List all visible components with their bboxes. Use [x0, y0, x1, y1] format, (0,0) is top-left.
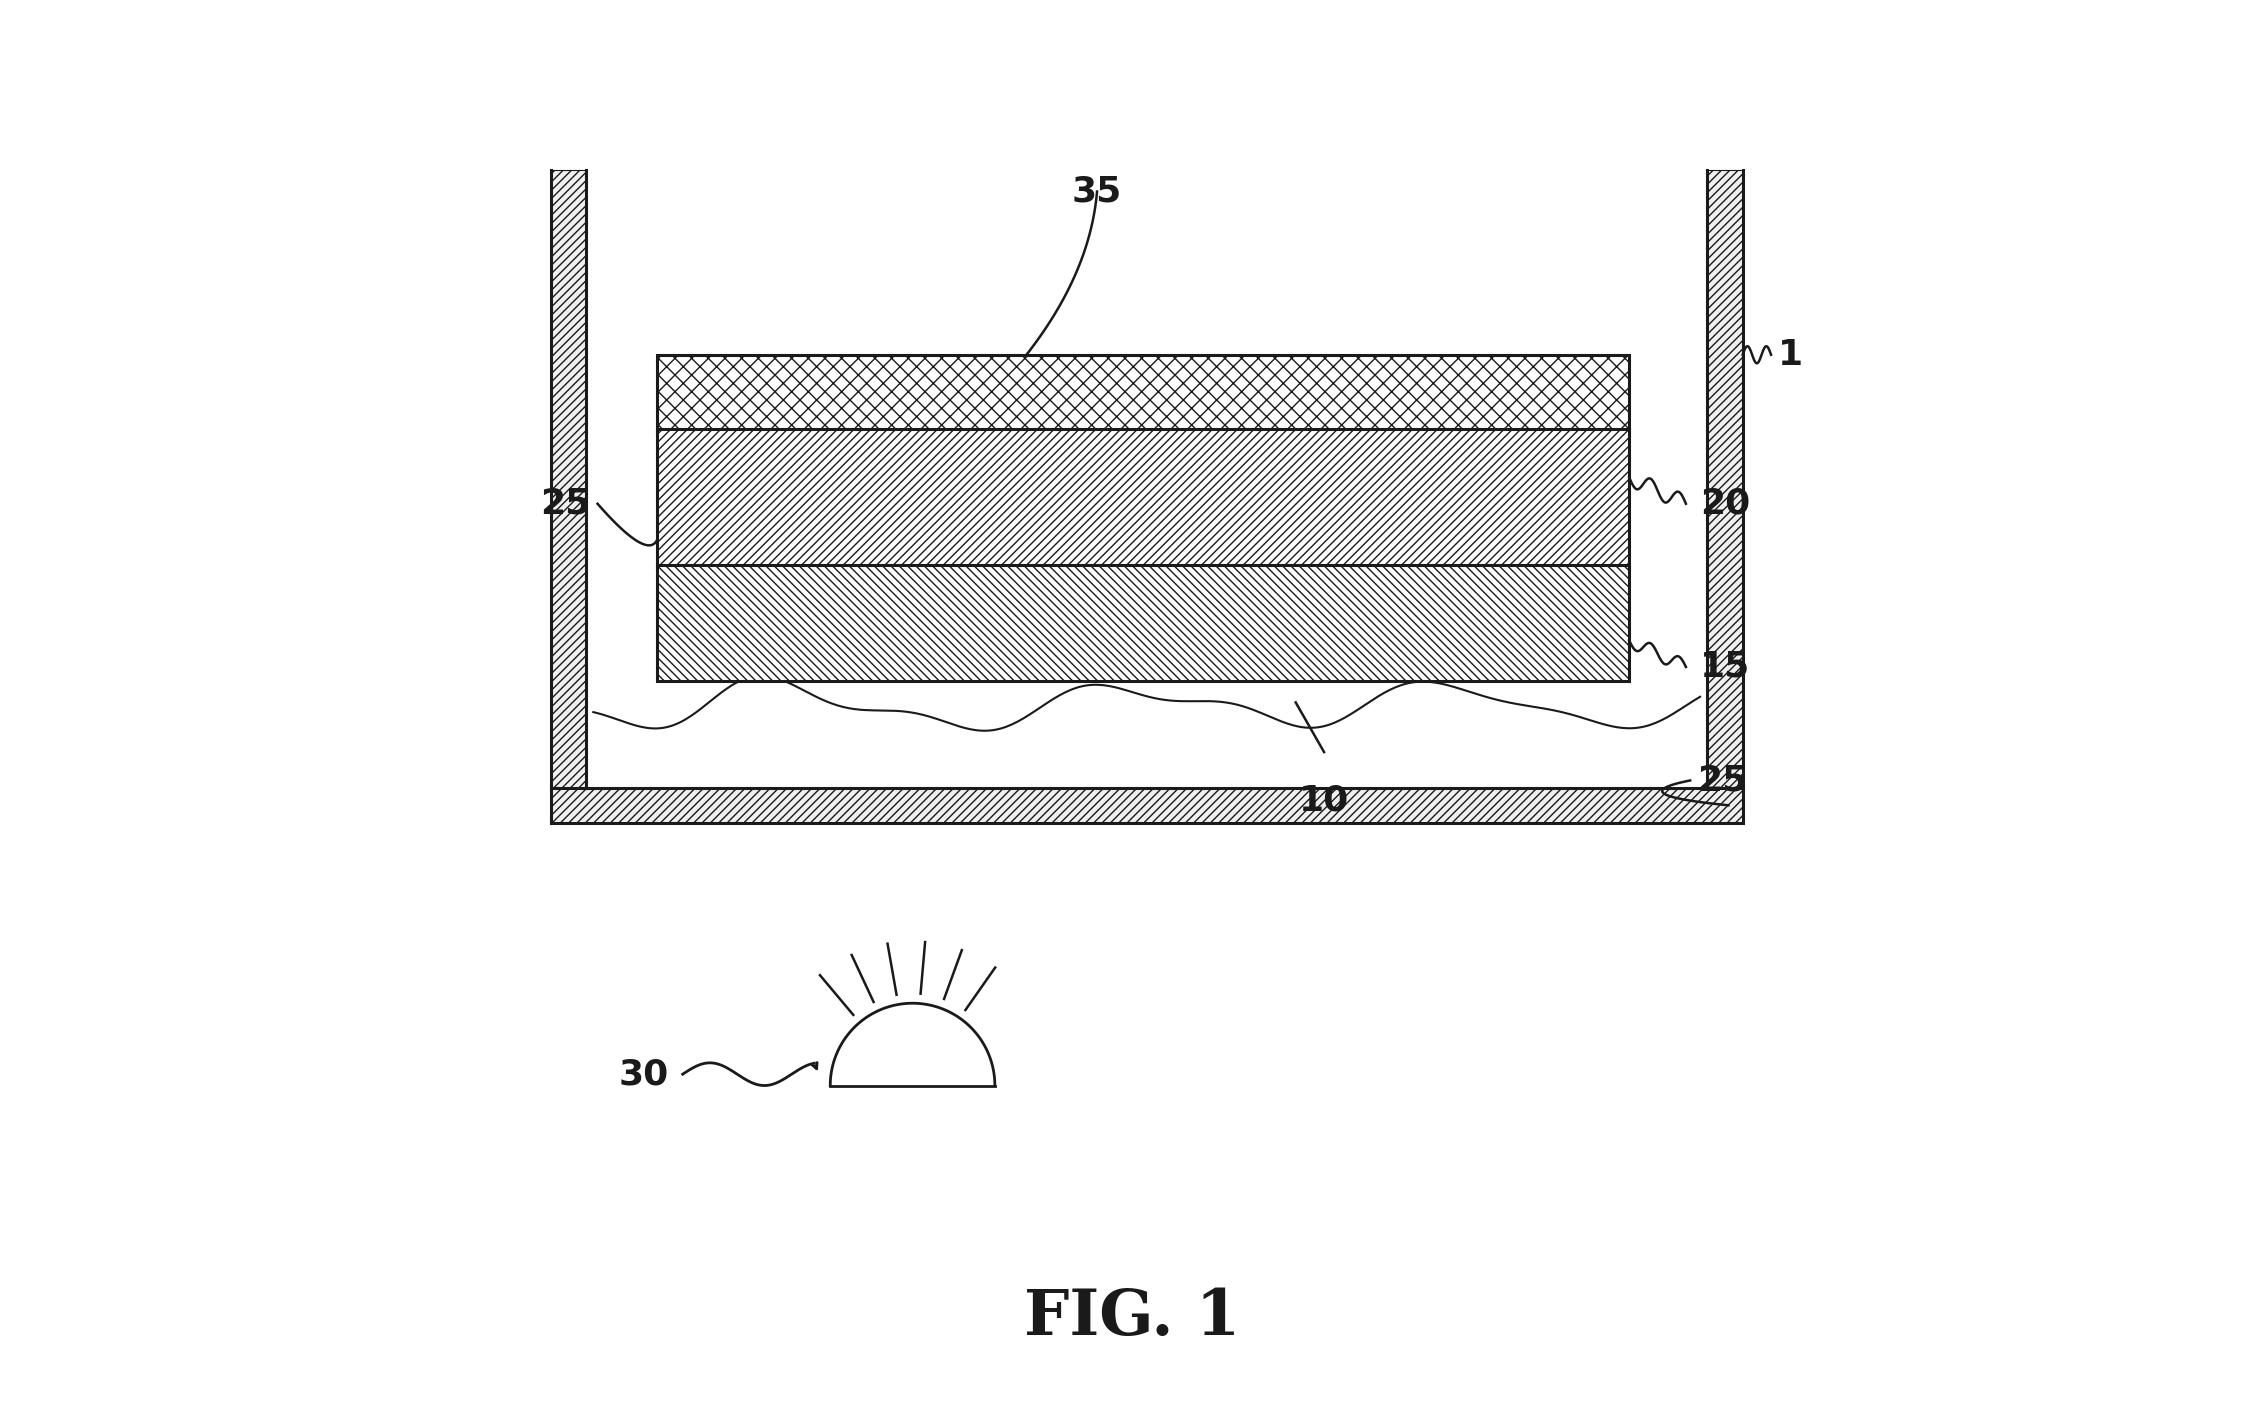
- Text: 20: 20: [1701, 487, 1751, 521]
- Polygon shape: [831, 1003, 994, 1086]
- Text: 25: 25: [539, 487, 591, 521]
- Text: 30: 30: [618, 1057, 668, 1091]
- Text: 10: 10: [1298, 783, 1350, 817]
- Bar: [550, 170, 587, 823]
- Text: FIG. 1: FIG. 1: [1024, 1287, 1241, 1348]
- Bar: [1708, 170, 1742, 823]
- Bar: [657, 565, 1629, 681]
- Bar: [657, 565, 1629, 681]
- Text: 15: 15: [1701, 650, 1751, 684]
- Text: 35: 35: [1071, 175, 1121, 209]
- Bar: [657, 429, 1629, 568]
- Bar: [657, 429, 1629, 568]
- Bar: [657, 355, 1629, 433]
- Text: 1: 1: [1778, 338, 1803, 372]
- Bar: [657, 355, 1629, 433]
- Text: 25: 25: [1696, 763, 1749, 797]
- Bar: [550, 788, 1742, 823]
